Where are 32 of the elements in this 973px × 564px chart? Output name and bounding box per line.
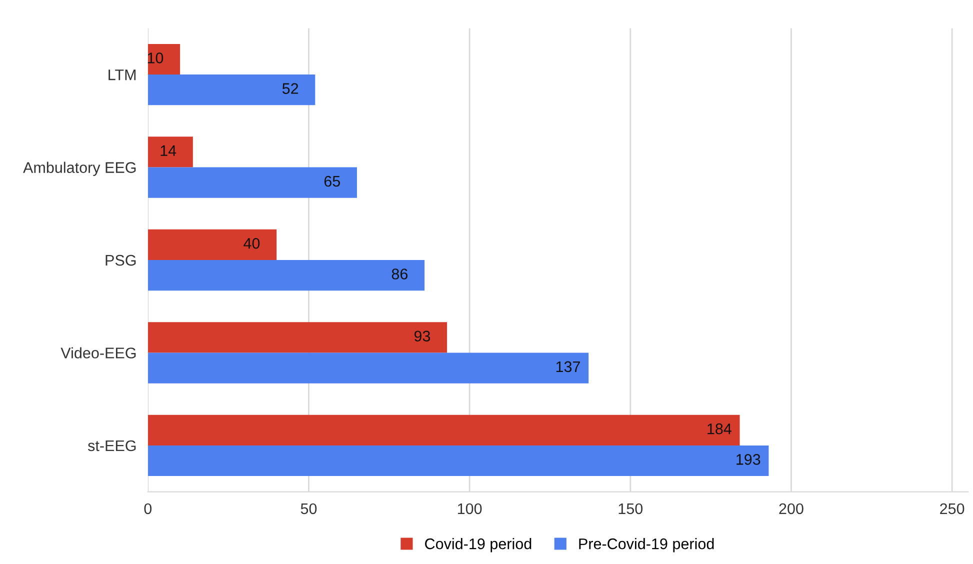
y-tick-label: Ambulatory EEG <box>23 162 136 176</box>
bar <box>148 260 425 291</box>
x-tick-label: 0 <box>144 503 152 514</box>
data-label: 86 <box>392 268 408 280</box>
x-tick-label: 150 <box>618 503 643 514</box>
legend-label: Covid-19 period <box>425 538 532 552</box>
bar <box>148 414 740 446</box>
x-tick-label: 200 <box>779 503 804 514</box>
x-tick-label: 50 <box>300 503 317 514</box>
bar <box>148 322 448 353</box>
data-label: 184 <box>708 423 732 434</box>
data-label: 40 <box>244 238 260 249</box>
y-tick-label: st-EEG <box>88 440 136 452</box>
data-label: 93 <box>414 330 430 342</box>
y-tick-label: LTM <box>108 70 136 80</box>
bar <box>148 445 769 476</box>
data-label: 137 <box>556 361 580 372</box>
bar <box>148 44 180 75</box>
data-label: 65 <box>324 176 340 187</box>
x-tick-label: 100 <box>458 503 482 514</box>
bar <box>148 352 589 384</box>
y-tick-label: PSG <box>106 254 136 266</box>
bar <box>148 74 316 106</box>
data-label: 52 <box>282 83 298 94</box>
legend-label: Pre-Covid-19 period <box>579 538 714 552</box>
data-label: 14 <box>160 145 176 156</box>
bar <box>148 167 357 198</box>
bar <box>148 136 193 168</box>
data-label: 193 <box>736 454 760 465</box>
x-tick-label: 250 <box>940 503 964 514</box>
y-tick-label: Video-EEG <box>60 347 136 358</box>
bar <box>148 229 277 260</box>
